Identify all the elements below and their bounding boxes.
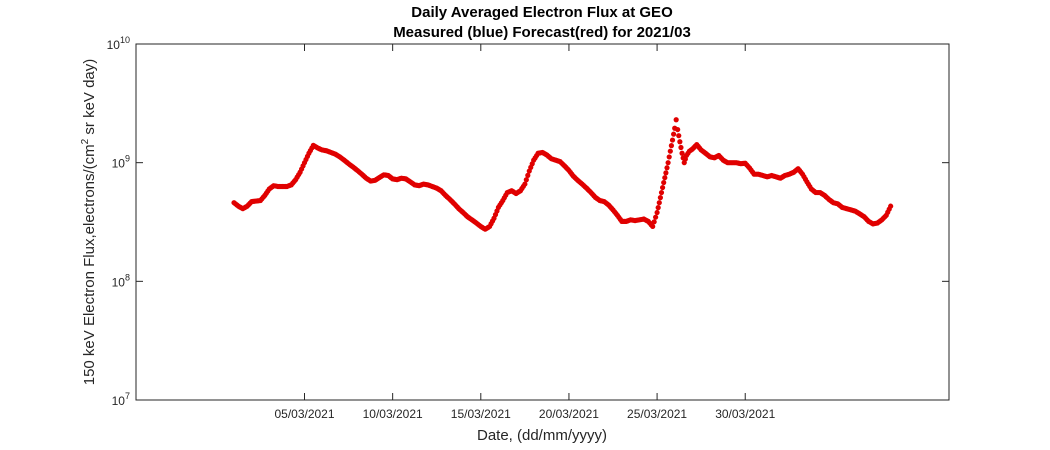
- data-point: [676, 133, 682, 139]
- data-point: [655, 205, 661, 211]
- data-point: [657, 195, 663, 201]
- data-point: [659, 184, 666, 191]
- y-axis-ticks: 107 108 109 1010: [107, 35, 949, 408]
- chart-title-line1: Daily Averaged Electron Flux at GEO: [411, 4, 673, 21]
- data-point: [671, 131, 677, 137]
- data-point: [673, 117, 679, 123]
- y-axis-label-main: 150 keV Electron Flux,electrons/(cm: [81, 144, 98, 385]
- x-tick-label: 25/03/2021: [627, 407, 687, 421]
- x-axis-label: Date, (dd/mm/yyyy): [477, 427, 607, 444]
- y-tick-label: 109: [112, 154, 130, 171]
- data-point: [678, 144, 684, 151]
- data-point: [662, 175, 668, 181]
- data-point: [888, 203, 894, 209]
- data-point: [653, 214, 659, 220]
- x-tick-label: 20/03/2021: [539, 407, 599, 421]
- y-axis-label-tail: sr keV day): [81, 59, 98, 139]
- data-point: [675, 126, 681, 133]
- x-tick-label: 15/03/2021: [451, 407, 511, 421]
- data-point: [661, 179, 667, 186]
- data-point: [658, 189, 665, 196]
- y-tick-label: 107: [112, 391, 130, 408]
- data-point: [679, 150, 685, 156]
- data-point: [523, 177, 529, 183]
- x-tick-label: 10/03/2021: [363, 407, 423, 421]
- x-tick-label: 05/03/2021: [274, 407, 334, 421]
- y-axis-label: 150 keV Electron Flux,electrons/(cm2 sr …: [80, 59, 98, 386]
- data-point: [656, 200, 662, 206]
- chart-title-line2: Measured (blue) Forecast(red) for 2021/0…: [393, 24, 691, 41]
- data-point: [665, 160, 671, 166]
- data-point: [669, 137, 676, 143]
- data-points: [231, 117, 894, 232]
- data-point: [677, 139, 683, 145]
- data-point: [666, 154, 672, 160]
- data-point: [525, 172, 531, 178]
- data-point: [650, 223, 656, 230]
- data-point: [654, 209, 660, 216]
- data-point: [667, 148, 673, 154]
- data-point: [663, 170, 669, 176]
- data-point: [664, 165, 670, 171]
- data-point: [668, 143, 675, 149]
- y-tick-label: 1010: [107, 35, 130, 52]
- y-axis-label-superscript: 2: [80, 138, 91, 144]
- x-tick-label: 30/03/2021: [715, 407, 775, 421]
- data-point: [522, 181, 528, 187]
- plot-area: [135, 43, 950, 401]
- data-point: [651, 219, 657, 225]
- x-axis-ticks: 05/03/2021 10/03/2021 15/03/2021 20/03/2021…: [274, 44, 776, 421]
- y-tick-label: 108: [112, 272, 130, 289]
